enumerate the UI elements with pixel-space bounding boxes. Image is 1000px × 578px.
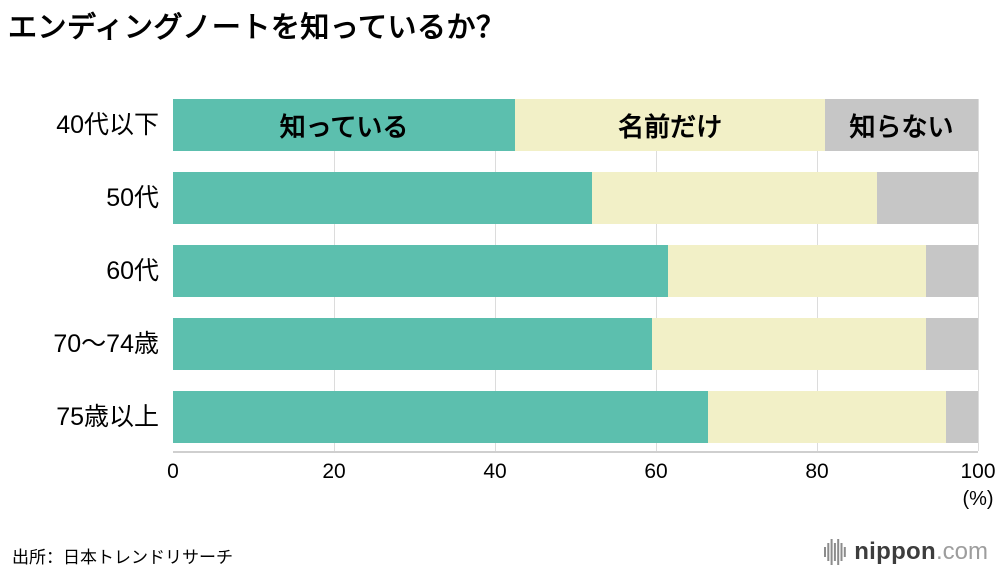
category-label: 50代 <box>106 184 159 212</box>
x-tick-label: 60 <box>644 460 668 483</box>
series-label: 名前だけ <box>618 111 723 142</box>
bar-row: 75歳以上 <box>56 391 978 443</box>
x-tick-label: 20 <box>322 460 346 483</box>
x-tick-label: 100 <box>960 460 996 483</box>
segment-not-know <box>925 318 978 370</box>
bar-row: 50代 <box>106 172 978 224</box>
bar-track <box>173 245 978 297</box>
x-axis-unit: (%) <box>962 488 994 510</box>
gridline <box>978 99 979 451</box>
series-label: 知らない <box>849 111 954 142</box>
bar-row: 60代 <box>106 245 978 297</box>
category-label: 75歳以上 <box>56 403 159 431</box>
x-tick-label: 80 <box>805 460 829 483</box>
bar-track <box>173 318 978 370</box>
category-label: 70〜74歳 <box>53 330 159 358</box>
x-tick-label: 0 <box>167 460 179 483</box>
page-title: エンディングノートを知っているか？ <box>8 12 506 44</box>
segment-know <box>173 318 652 370</box>
bar-track <box>173 172 978 224</box>
stacked-bar-chart: 40代以下 知っている 名前だけ 知らない 50代 60代 70〜74歳 75歳以上 (%) … <box>10 99 996 515</box>
source-note: 出所：日本トレンドリサーチ <box>12 548 233 567</box>
segment-name-only: 名前だけ <box>515 99 826 151</box>
segment-name-only <box>591 172 878 224</box>
bar-row: 70〜74歳 <box>53 318 978 370</box>
segment-not-know <box>925 245 978 297</box>
segment-not-know: 知らない <box>825 99 978 151</box>
bar-track: 知っている 名前だけ 知らない <box>173 99 978 151</box>
segment-know <box>173 391 709 443</box>
logo-brand-text: nippon <box>854 538 936 565</box>
segment-not-know <box>945 391 978 443</box>
bar-track <box>173 391 978 443</box>
x-tick-label: 40 <box>483 460 507 483</box>
plot-area: 40代以下 知っている 名前だけ 知らない 50代 60代 70〜74歳 75歳以上 <box>53 99 979 453</box>
segment-not-know <box>877 172 978 224</box>
segment-name-only <box>651 318 926 370</box>
bar-rows: 40代以下 知っている 名前だけ 知らない 50代 60代 70〜74歳 75歳以上 <box>53 99 978 443</box>
segment-know <box>173 172 592 224</box>
x-axis: (%) 0 20 40 60 80 100 <box>167 453 995 515</box>
category-label: 40代以下 <box>56 111 159 139</box>
category-label: 60代 <box>106 257 159 285</box>
soundwave-logo-icon <box>824 539 847 565</box>
logo-tld-text: .com <box>935 538 988 565</box>
segment-know: 知っている <box>173 99 516 151</box>
segment-name-only <box>668 245 926 297</box>
series-label: 知っている <box>279 111 409 142</box>
nippon-logo: nippon .com <box>824 538 988 566</box>
bar-row: 40代以下 知っている 名前だけ 知らない <box>56 99 978 151</box>
segment-name-only <box>708 391 946 443</box>
segment-know <box>173 245 669 297</box>
